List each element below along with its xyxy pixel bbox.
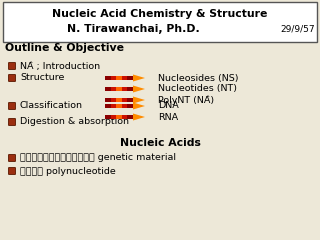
Bar: [111, 98, 116, 102]
Bar: [127, 115, 133, 119]
Text: เป็น polynucleotide: เป็น polynucleotide: [20, 167, 116, 175]
FancyBboxPatch shape: [8, 74, 16, 82]
Text: Outline & Objective: Outline & Objective: [5, 43, 124, 53]
Bar: [127, 98, 133, 102]
Bar: [105, 104, 111, 108]
Bar: [122, 104, 127, 108]
FancyBboxPatch shape: [8, 168, 16, 174]
FancyBboxPatch shape: [8, 155, 16, 162]
Bar: [111, 87, 116, 91]
Text: DNA: DNA: [158, 102, 179, 110]
Text: องค์ประกอบของ genetic material: องค์ประกอบของ genetic material: [20, 154, 176, 162]
Polygon shape: [133, 74, 145, 82]
Bar: [111, 76, 116, 80]
Text: 29/9/57: 29/9/57: [281, 24, 315, 34]
Bar: [127, 104, 133, 108]
Text: Structure: Structure: [20, 73, 64, 83]
Text: Nucleotides (NT): Nucleotides (NT): [158, 84, 237, 94]
Bar: [122, 98, 127, 102]
Text: Nucleic Acids: Nucleic Acids: [120, 138, 200, 148]
Bar: [116, 115, 122, 119]
Bar: [127, 76, 133, 80]
Text: Digestion & absorption: Digestion & absorption: [20, 118, 129, 126]
Bar: [105, 87, 111, 91]
Text: N. Tirawanchai, Ph.D.: N. Tirawanchai, Ph.D.: [67, 24, 199, 34]
FancyBboxPatch shape: [8, 62, 16, 70]
FancyBboxPatch shape: [3, 2, 317, 42]
Bar: [116, 104, 122, 108]
Bar: [122, 76, 127, 80]
Bar: [116, 76, 122, 80]
Text: Classification: Classification: [20, 102, 83, 110]
Text: Nucleosides (NS): Nucleosides (NS): [158, 73, 238, 83]
Polygon shape: [133, 96, 145, 103]
FancyBboxPatch shape: [8, 119, 16, 126]
FancyBboxPatch shape: [8, 102, 16, 109]
Bar: [111, 104, 116, 108]
Text: NÂ ; Introduction: NÂ ; Introduction: [20, 61, 100, 71]
Bar: [127, 87, 133, 91]
Bar: [105, 115, 111, 119]
Polygon shape: [133, 85, 145, 92]
Bar: [105, 76, 111, 80]
Bar: [122, 87, 127, 91]
Bar: [116, 98, 122, 102]
Polygon shape: [133, 102, 145, 109]
Bar: [111, 115, 116, 119]
Text: PolyNT (NÂ): PolyNT (NÂ): [158, 95, 214, 105]
Bar: [116, 87, 122, 91]
Text: RNA: RNA: [158, 113, 178, 121]
Polygon shape: [133, 114, 145, 120]
Bar: [105, 98, 111, 102]
Bar: [122, 115, 127, 119]
Text: Nucleic Acid Chemistry & Structure: Nucleic Acid Chemistry & Structure: [52, 9, 268, 19]
